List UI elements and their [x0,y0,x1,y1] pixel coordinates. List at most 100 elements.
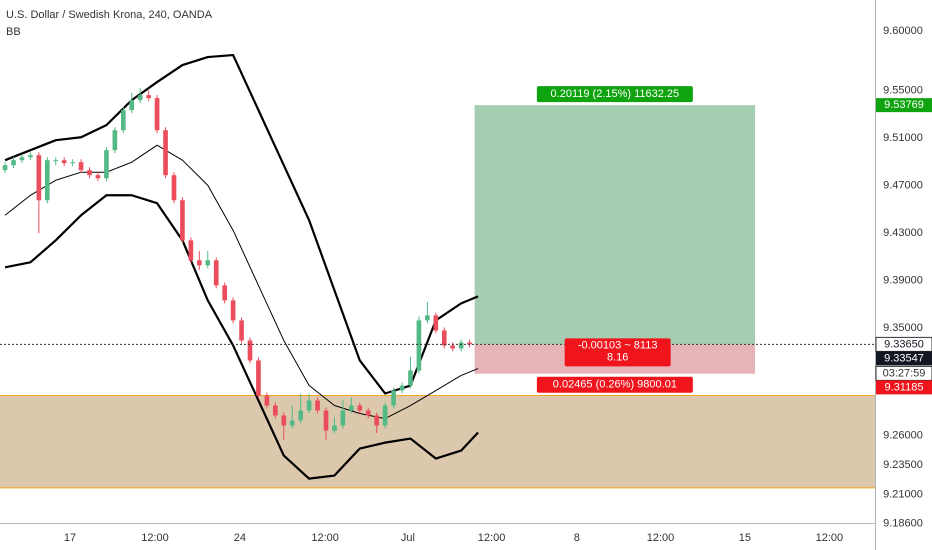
candle-body [357,405,363,411]
price-tag [876,98,932,113]
price-tag [876,351,932,366]
candle-body [374,415,380,426]
stop-tag [536,376,693,393]
candle-body [11,160,16,166]
x-tick-label: 24 [234,532,246,544]
y-tick-label: 9.47000 [883,180,923,192]
candle-body [163,130,168,176]
candle-body [95,175,101,179]
x-tick-label: 17 [64,532,76,544]
candle-body [323,410,329,431]
candle-body [137,95,143,101]
candle-body [120,110,126,131]
candle-body [154,98,160,131]
support-zone [0,395,875,488]
y-tick-label: 9.18600 [883,517,923,529]
candle-body [298,410,303,421]
candle-body [332,425,337,431]
x-tick-label: 12:00 [311,532,339,544]
price-tag-label: 9.53769 [884,99,924,111]
profit-zone [474,105,756,345]
center-label: -0.00103 ~ 8113 [578,339,658,351]
candle-body [315,400,320,411]
candle-body [70,162,75,164]
candle-body [408,370,413,386]
candle-body [53,160,59,162]
candle-body [441,330,447,346]
candle-body [78,162,84,171]
candle-body [19,157,25,161]
candle-body [197,260,202,266]
bollinger-middle [4,144,479,420]
candle-body [104,150,109,179]
x-tick-label: 12:00 [478,532,506,544]
x-tick-label: 8 [574,532,580,544]
y-tick-label: 9.23500 [883,459,923,471]
candle-body [61,160,67,164]
center-sublabel: 8.16 [607,351,628,363]
candle-body [2,165,8,171]
x-tick-label: 12:00 [816,532,844,544]
candle-body [467,342,472,345]
y-tick-label: 9.51000 [883,132,923,144]
y-tick-label: 9.39000 [883,275,923,287]
candle-body [365,410,371,416]
candle-body [349,405,354,411]
candle-body [230,300,236,321]
candle-body [399,385,405,391]
price-tag-label: 9.33650 [884,338,924,350]
x-tick-label: Jul [401,532,415,544]
candle-body [273,405,278,416]
candle-body [458,342,464,349]
candle-body [416,320,422,371]
candle-body [425,315,430,321]
candle-body [188,240,194,261]
y-tick-label: 9.21000 [883,489,923,501]
price-tag-label: 9.31185 [885,381,924,393]
chart-title: U.S. Dollar / Swedish Krona, 240, OANDA [6,9,213,21]
target-tag [536,86,693,103]
candle-body [450,345,456,349]
candle-body [36,155,42,201]
y-tick-label: 9.60000 [883,25,923,37]
candle-body [264,395,270,406]
candle-body [433,315,439,331]
target-label: 0.20119 (2.15%) 11632.25 [551,88,680,100]
candle-body [256,360,261,396]
y-tick-label: 9.26000 [883,429,923,441]
y-tick-label: 9.43000 [883,227,923,239]
candle-body [28,155,33,158]
center-tag [564,338,671,367]
y-tick-label: 9.55000 [883,84,923,96]
price-tag-label: 9.33547 [884,352,924,364]
candle-body [129,100,135,111]
candle-body [289,420,295,426]
candle-body [44,160,50,201]
candle-body [281,415,287,426]
countdown-label: 03:27:59 [883,367,926,379]
candle-body [87,170,92,176]
candle-body [171,175,177,201]
x-tick-label: 15 [739,532,751,544]
x-tick-label: 12:00 [647,532,675,544]
candle-body [213,260,219,286]
candle-body [146,95,151,99]
candle-body [247,340,253,361]
candle-body [382,405,388,426]
stop-label: 0.02465 (0.26%) 9800.01 [553,379,677,391]
candle-body [239,320,244,341]
indicator-label: BB [6,26,21,38]
candle-body [222,285,227,301]
price-tag [876,380,932,395]
bollinger-upper [4,53,479,395]
candle-body [340,410,346,426]
candle-body [306,400,312,411]
bollinger-lower [4,194,479,480]
x-tick-label: 12:00 [141,532,169,544]
candle-body [180,200,185,241]
candle-body [205,260,211,266]
y-tick-label: 9.35000 [883,322,923,334]
candle-body [391,390,396,406]
candle-body [112,130,118,151]
